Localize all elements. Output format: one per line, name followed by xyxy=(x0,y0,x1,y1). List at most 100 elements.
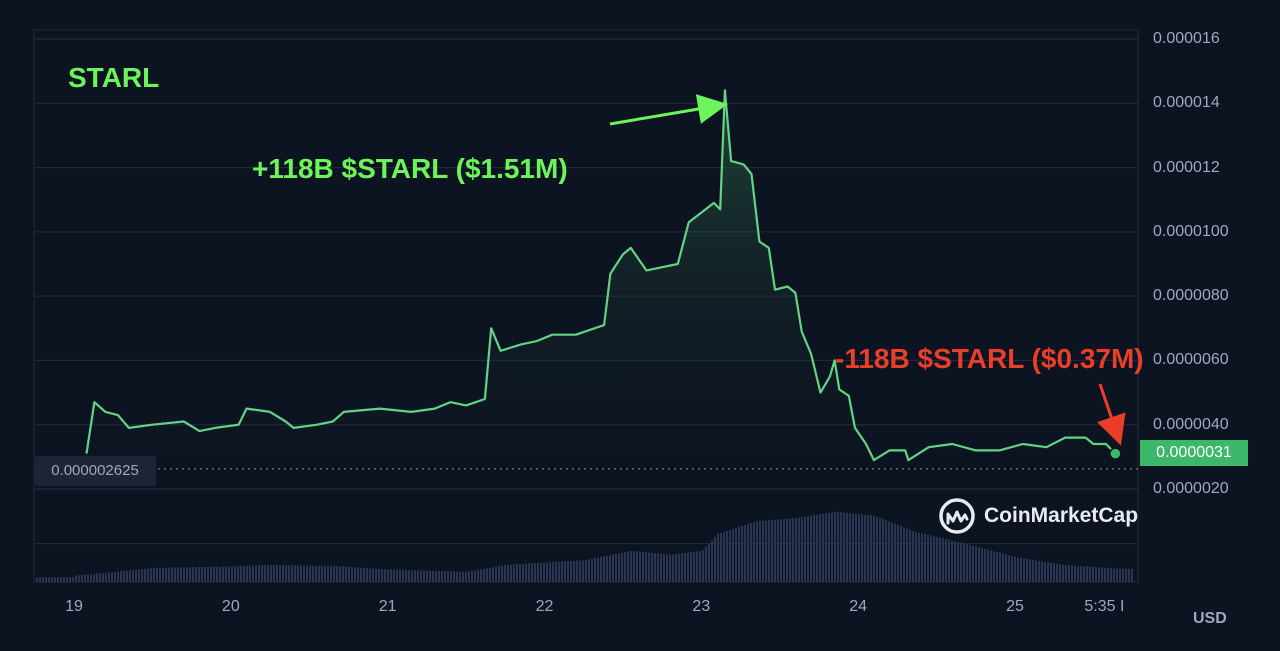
volume-bar xyxy=(117,571,119,582)
volume-bar xyxy=(582,560,584,582)
volume-bar xyxy=(303,565,305,582)
volume-bar xyxy=(90,574,92,582)
price-area-fill xyxy=(86,90,1116,483)
volume-bar xyxy=(852,513,854,582)
volume-bar xyxy=(1083,566,1085,582)
volume-bar xyxy=(543,562,545,582)
volume-bar xyxy=(624,552,626,582)
volume-bar xyxy=(66,577,68,582)
volume-bar xyxy=(528,563,530,582)
volume-bar xyxy=(885,520,887,582)
volume-bar xyxy=(678,553,680,582)
volume-bar xyxy=(684,552,686,582)
volume-bar xyxy=(450,571,452,582)
volume-bar xyxy=(666,554,668,582)
volume-bar xyxy=(1014,556,1016,582)
volume-bar xyxy=(195,567,197,582)
volume-bar xyxy=(564,561,566,582)
volume-bar xyxy=(300,565,302,582)
price-line xyxy=(85,89,1117,462)
volume-bar xyxy=(423,570,425,582)
volume-bar xyxy=(957,541,959,582)
volume-bar xyxy=(366,568,368,582)
volume-bar xyxy=(771,519,773,582)
volume-bar xyxy=(333,566,335,582)
current-price-dot[interactable] xyxy=(1109,447,1122,460)
volume-bar xyxy=(843,512,845,582)
volume-bar xyxy=(1062,564,1064,582)
volume-bar xyxy=(498,566,500,582)
volume-bar xyxy=(141,569,143,582)
volume-bar xyxy=(927,534,929,582)
volume-bar xyxy=(594,558,596,582)
volume-bar xyxy=(513,564,515,582)
volume-bar xyxy=(201,566,203,582)
volume-bar xyxy=(237,566,239,582)
volume-bar xyxy=(180,567,182,582)
volume-bar xyxy=(831,512,833,582)
volume-bar xyxy=(147,568,149,582)
currency-label[interactable]: USD xyxy=(1193,610,1227,627)
volume-bar xyxy=(342,566,344,582)
volume-bar xyxy=(228,566,230,582)
volume-bar xyxy=(87,574,89,582)
volume-bar xyxy=(585,559,587,582)
volume-bars xyxy=(36,511,1133,582)
volume-bar xyxy=(207,566,209,582)
volume-bar xyxy=(867,515,869,582)
volume-bar xyxy=(1116,568,1118,582)
x-tick-label: 23 xyxy=(692,598,711,615)
volume-bar xyxy=(519,564,521,582)
volume-bar xyxy=(405,570,407,582)
volume-bar xyxy=(459,571,461,582)
volume-bar xyxy=(1017,557,1019,582)
volume-bar xyxy=(741,526,743,582)
volume-bar xyxy=(1026,558,1028,582)
volume-bar xyxy=(861,514,863,582)
volume-bar xyxy=(879,517,881,582)
volume-bar xyxy=(699,551,701,582)
volume-bar xyxy=(747,524,749,582)
volume-bar xyxy=(99,573,101,582)
volume-bar xyxy=(417,570,419,582)
volume-bar xyxy=(1065,565,1067,582)
volume-bar xyxy=(930,535,932,582)
volume-bar xyxy=(132,569,134,582)
volume-bar xyxy=(825,513,827,582)
volume-bar xyxy=(588,559,590,582)
volume-bar xyxy=(540,562,542,582)
volume-bar xyxy=(780,519,782,582)
volume-bar xyxy=(204,566,206,582)
volume-bar xyxy=(96,573,98,582)
volume-bar xyxy=(1086,566,1088,582)
volume-bar xyxy=(1053,563,1055,582)
volume-bar xyxy=(168,567,170,582)
sell-arrow xyxy=(1097,383,1126,446)
volume-bar xyxy=(486,568,488,582)
coinmarketcap-logo-icon xyxy=(939,498,975,534)
y-tick-label: 0.0000080 xyxy=(1153,287,1229,305)
volume-bar xyxy=(1050,562,1052,582)
volume-bar xyxy=(753,522,755,582)
x-tick-label: 22 xyxy=(535,598,554,615)
volume-bar xyxy=(387,569,389,582)
volume-bar xyxy=(804,516,806,582)
volume-bar xyxy=(816,514,818,582)
volume-bar xyxy=(1047,562,1049,582)
volume-bar xyxy=(882,518,884,582)
volume-bar xyxy=(444,571,446,582)
volume-bar xyxy=(516,564,518,582)
volume-bar xyxy=(972,545,974,582)
volume-bar xyxy=(873,515,875,582)
volume-bar xyxy=(525,563,527,582)
volume-bar xyxy=(792,518,794,582)
volume-bar xyxy=(765,520,767,582)
volume-bar xyxy=(552,562,554,582)
volume-bar xyxy=(711,540,713,582)
volume-bar xyxy=(531,563,533,582)
volume-bar xyxy=(909,529,911,582)
volume-bar xyxy=(576,560,578,582)
volume-bar xyxy=(447,571,449,582)
volume-bar xyxy=(309,565,311,582)
